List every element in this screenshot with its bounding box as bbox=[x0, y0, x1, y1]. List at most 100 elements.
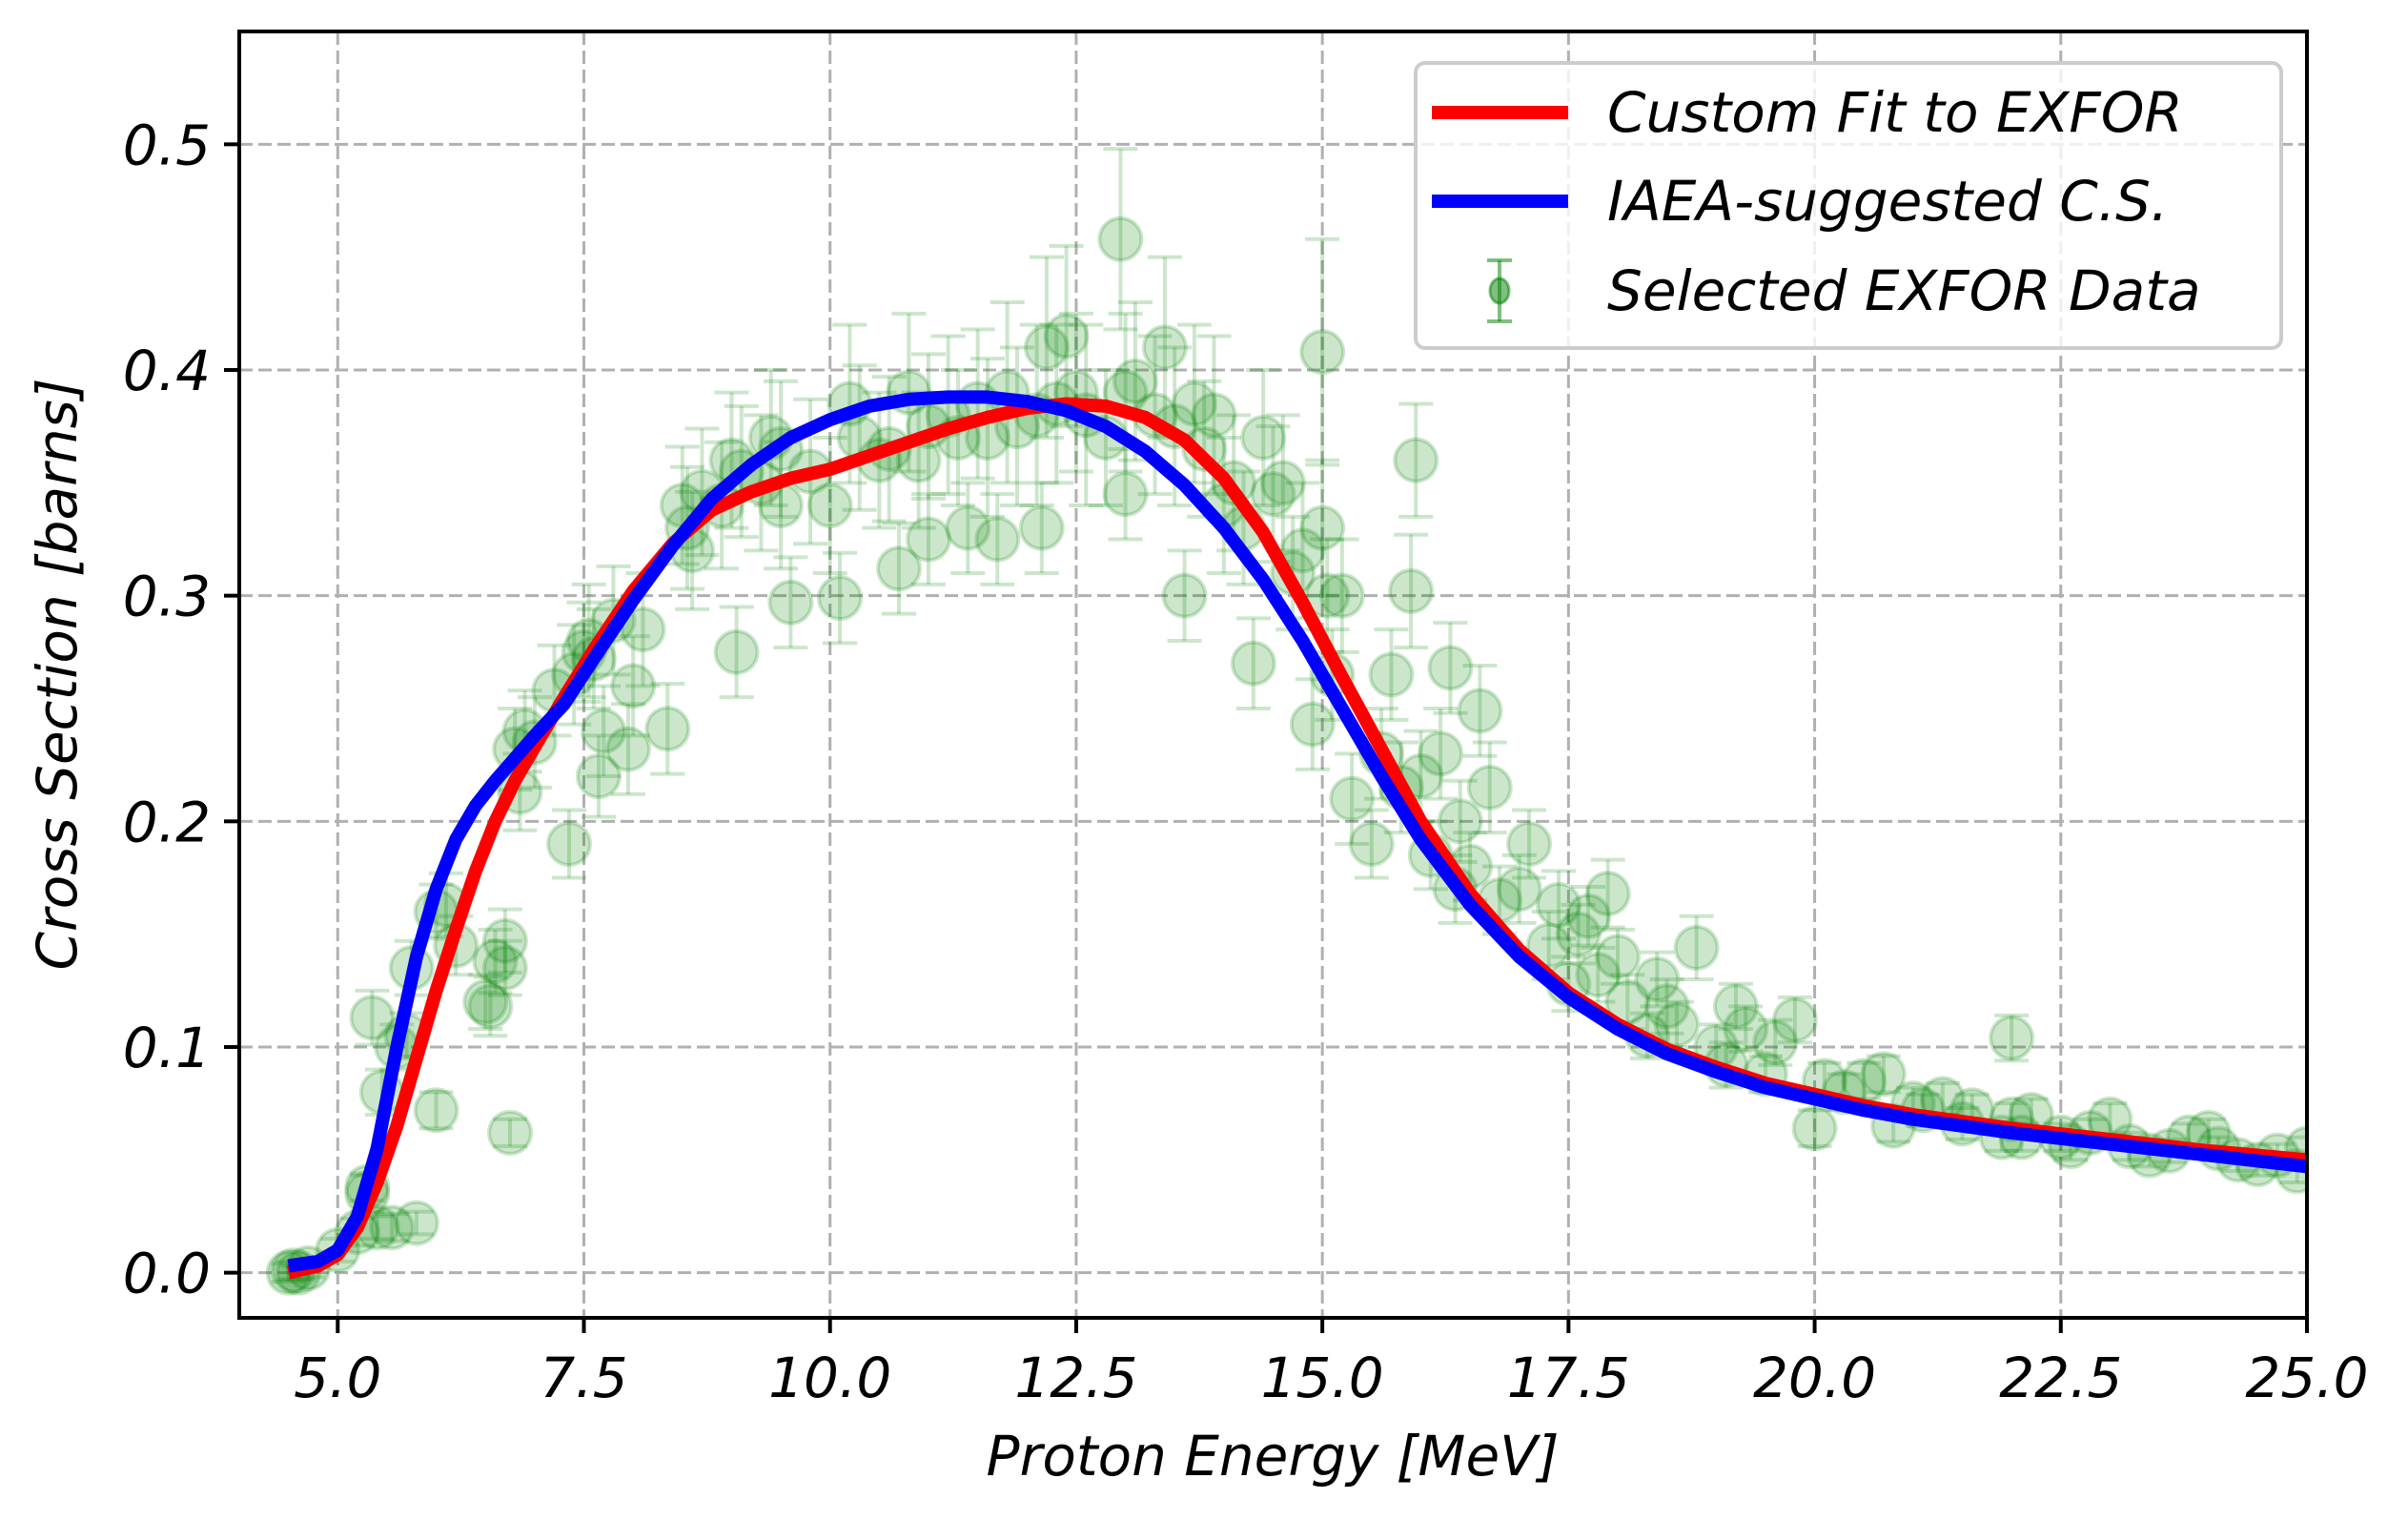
x-tick-label: 7.5 bbox=[540, 1345, 627, 1410]
y-tick-label: 0.4 bbox=[123, 339, 211, 403]
legend-frame bbox=[1414, 61, 2283, 350]
x-tick-label: 10.0 bbox=[768, 1345, 891, 1410]
exfor-data-point bbox=[1102, 446, 1149, 542]
iaea-line bbox=[287, 390, 2307, 1273]
exfor-data-point bbox=[467, 975, 514, 1038]
exfor-data-point bbox=[1289, 677, 1336, 771]
exfor-data-point bbox=[758, 440, 805, 571]
y-axis-label: Cross Section [barns] bbox=[25, 378, 90, 970]
y-tick-label: 0.0 bbox=[123, 1242, 211, 1306]
exfor-data-point bbox=[472, 927, 519, 996]
exfor-data-point bbox=[1536, 869, 1582, 941]
exfor-data-point bbox=[1466, 740, 1513, 835]
x-tick-label: 22.5 bbox=[1999, 1345, 2122, 1410]
exfor-data-point bbox=[1555, 902, 1602, 966]
exfor-data-point bbox=[1506, 808, 1553, 880]
exfor-data-point bbox=[1771, 995, 1818, 1045]
exfor-data-point bbox=[1457, 664, 1503, 758]
exfor-data-point bbox=[767, 555, 814, 650]
exfor-data-point bbox=[1368, 627, 1415, 722]
axes-frame bbox=[237, 30, 2309, 1320]
exfor-data-point bbox=[546, 808, 593, 880]
exfor-data-point bbox=[1427, 621, 1474, 715]
exfor-data-point bbox=[1673, 914, 1720, 981]
exfor-data-point bbox=[1584, 857, 1631, 930]
y-tick-label: 0.1 bbox=[123, 1016, 211, 1080]
y-axis-ticks: 0.0 0.1 0.2 0.3 0.4 0.5 bbox=[123, 113, 239, 1306]
exfor-data-point bbox=[1860, 1051, 1907, 1098]
exfor-data-point bbox=[1329, 751, 1376, 846]
exfor-data-point bbox=[1388, 532, 1435, 650]
y-tick-label: 0.2 bbox=[123, 790, 211, 854]
exfor-data-point bbox=[610, 634, 657, 738]
legend-label-iaea: IAEA-suggested C.S. bbox=[1607, 169, 2168, 234]
exfor-data-point bbox=[1161, 548, 1208, 643]
exfor-data-point bbox=[1496, 852, 1542, 925]
exfor-data-point bbox=[1565, 884, 1612, 948]
x-axis-label: Proton Energy [MeV] bbox=[987, 1424, 1560, 1489]
exfor-data-point bbox=[1723, 1004, 1769, 1054]
exfor-data-point bbox=[964, 357, 1010, 519]
exfor-data-point bbox=[1181, 379, 1228, 519]
exfor-data-point bbox=[817, 550, 864, 646]
exfor-data-point bbox=[1318, 537, 1365, 654]
exfor-data-point bbox=[1043, 243, 1090, 429]
x-tick-label: 25.0 bbox=[2245, 1345, 2368, 1410]
exfor-data-point bbox=[1712, 981, 1759, 1032]
exfor-data-point bbox=[1097, 147, 1144, 332]
x-tick-label: 17.5 bbox=[1507, 1345, 1630, 1410]
exfor-data-point bbox=[349, 988, 396, 1047]
exfor-data-point bbox=[895, 390, 942, 530]
exfor-data-point bbox=[1525, 910, 1572, 981]
exfor-data-point bbox=[876, 521, 923, 616]
exfor-data-point bbox=[1279, 481, 1326, 621]
exfor-data-point bbox=[1595, 927, 1641, 986]
x-tick-label: 15.0 bbox=[1261, 1345, 1384, 1410]
exfor-data-point bbox=[413, 1087, 459, 1134]
y-tick-label: 0.5 bbox=[123, 113, 211, 177]
exfor-data-point bbox=[1634, 950, 1681, 1009]
exfor-data-point bbox=[1575, 945, 1622, 1004]
exfor-data-point bbox=[369, 1204, 416, 1251]
exfor-data-point bbox=[1989, 1013, 2035, 1063]
exfor-data-point bbox=[393, 1200, 439, 1246]
x-tick-label: 5.0 bbox=[294, 1345, 381, 1410]
x-axis-ticks: 5.0 7.5 10.0 12.5 15.0 17.5 20.0 22.5 25.0 bbox=[294, 1318, 2369, 1410]
exfor-data-point bbox=[1141, 255, 1188, 440]
exfor-data-point bbox=[806, 436, 853, 575]
legend-label-exfor: Selected EXFOR Data bbox=[1607, 258, 2200, 323]
x-tick-label: 12.5 bbox=[1014, 1345, 1137, 1410]
exfor-data-point bbox=[1643, 977, 1690, 1036]
exfor-data-point bbox=[906, 492, 951, 586]
exfor-data-point bbox=[1299, 236, 1346, 467]
exfor-data-point bbox=[462, 973, 509, 1032]
exfor-data-point bbox=[945, 481, 991, 575]
exfor-data-point bbox=[487, 1109, 534, 1156]
exfor-data-point bbox=[1112, 300, 1158, 462]
exfor-data-point bbox=[1018, 481, 1065, 575]
exfor-data-point bbox=[581, 684, 627, 778]
exfor-data-point bbox=[1791, 1105, 1838, 1152]
legend-handle-exfor bbox=[1487, 258, 1512, 323]
exfor-data-point bbox=[713, 605, 760, 700]
exfor-data-point bbox=[604, 702, 651, 796]
exfor-data-point bbox=[1299, 458, 1346, 598]
legend-label-custom-fit: Custom Fit to EXFOR bbox=[1607, 80, 2183, 145]
exfor-data-point bbox=[1191, 334, 1237, 497]
legend: Custom Fit to EXFOR IAEA-suggested C.S. … bbox=[1414, 61, 2283, 350]
exfor-data-point bbox=[1240, 368, 1287, 507]
exfor-data-point bbox=[575, 733, 622, 819]
exfor-data-point bbox=[481, 938, 528, 997]
exfor-data-point bbox=[974, 492, 1021, 586]
exfor-data-point bbox=[1230, 616, 1276, 710]
exfor-data-point bbox=[1393, 401, 1439, 519]
exfor-data-point bbox=[1348, 808, 1395, 880]
fit-lines bbox=[287, 390, 2307, 1280]
x-tick-label: 20.0 bbox=[1753, 1345, 1876, 1410]
exfor-data-point bbox=[1304, 537, 1351, 654]
y-tick-label: 0.3 bbox=[123, 565, 211, 629]
exfor-data-point bbox=[644, 681, 691, 776]
exfor-data-point bbox=[481, 907, 528, 975]
exfor-data-point bbox=[1752, 1017, 1799, 1067]
